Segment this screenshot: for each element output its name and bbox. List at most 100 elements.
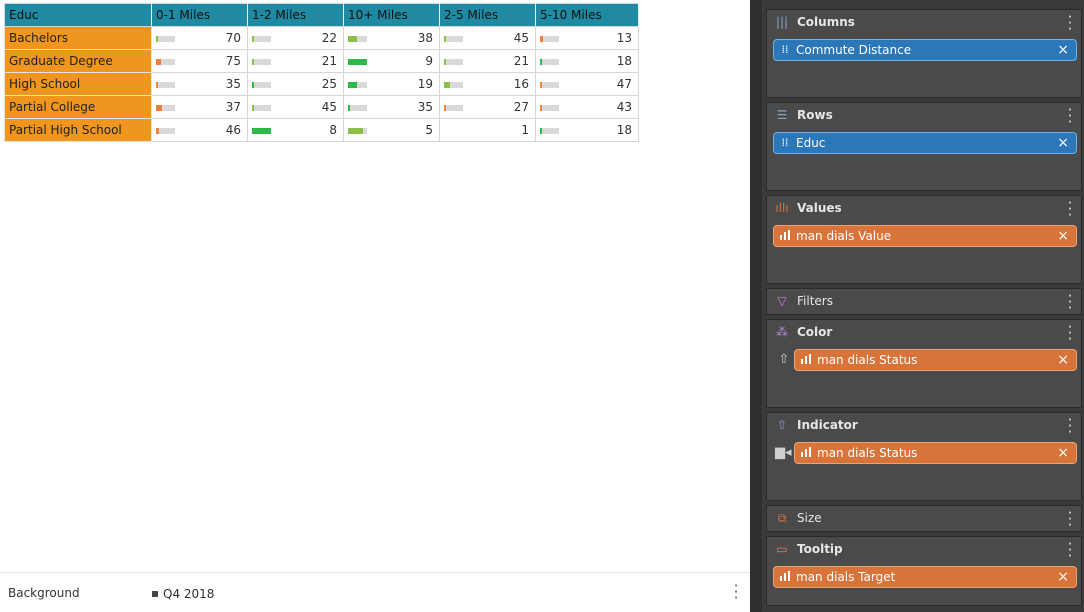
bullet-bar [252,105,271,111]
sort-arrow-icon[interactable]: ⇧ [778,352,790,367]
filters-menu-icon[interactable]: · · · [1067,287,1073,317]
rows-menu-icon[interactable]: · · · [1067,101,1073,131]
column-header[interactable]: 10+ Miles [343,3,440,27]
table-cell[interactable]: 16 [439,72,536,96]
table-cell[interactable]: 18 [535,49,639,73]
bullet-bar [348,59,367,65]
bullet-bar [540,36,559,42]
rows-pill-label: Educ [796,136,826,150]
row-header[interactable]: Bachelors [4,26,152,50]
remove-icon[interactable]: × [1057,228,1069,244]
values-menu-icon[interactable]: · · · [1067,194,1073,224]
table-cell[interactable]: 22 [247,26,344,50]
remove-icon[interactable]: × [1057,42,1069,58]
table-row: Partial College 37 45 35 27 43 [4,95,639,119]
columns-menu-icon[interactable]: · · · [1067,8,1073,38]
bullet-bar-fill [156,82,158,88]
bullet-bar-fill [348,82,357,88]
bullet-bar-fill [348,36,357,42]
table-cell[interactable]: 47 [535,72,639,96]
table-cell[interactable]: 35 [343,95,440,119]
row-header[interactable]: Partial College [4,95,152,119]
cell-value: 47 [616,77,632,91]
table-cell[interactable]: 19 [343,72,440,96]
bullet-bar [444,59,463,65]
bullet-bar-fill [444,59,446,65]
table-cell[interactable]: 8 [247,118,344,142]
indicator-type-icon[interactable]: ▆◂ [775,445,792,460]
cell-value: 19 [417,77,433,91]
values-pill[interactable]: man dials Value × [773,225,1077,247]
cell-value: 18 [616,54,632,68]
table-cell[interactable]: 13 [535,26,639,50]
table-row: Graduate Degree 75 21 9 21 18 [4,49,639,73]
row-header[interactable]: Partial High School [4,118,152,142]
table-cell[interactable]: 25 [247,72,344,96]
panel-divider[interactable] [750,0,762,612]
cell-value: 21 [321,54,337,68]
bullet-bar-fill [444,82,450,88]
table-cell[interactable]: 70 [151,26,248,50]
remove-icon[interactable]: × [1057,569,1069,585]
table-cell[interactable]: 45 [439,26,536,50]
tooltip-menu-icon[interactable]: · · · [1067,535,1073,565]
corner-header[interactable]: Educ [4,3,152,27]
cell-value: 21 [513,54,529,68]
column-header[interactable]: 0-1 Miles [151,3,248,27]
cell-value: 46 [225,123,241,137]
column-header[interactable]: 2-5 Miles [439,3,536,27]
more-options-icon[interactable]: · · · [733,576,739,607]
table-cell[interactable]: 45 [247,95,344,119]
drag-handle-icon[interactable]: ⁞⁞ [781,43,789,56]
indicator-pill[interactable]: man dials Status × [794,442,1077,464]
bullet-bar-fill [252,128,271,134]
table-cell[interactable]: 38 [343,26,440,50]
table-cell[interactable]: 35 [151,72,248,96]
table-row: High School 35 25 19 16 47 [4,72,639,96]
indicator-menu-icon[interactable]: · · · [1067,411,1073,441]
size-menu-icon[interactable]: · · · [1067,504,1073,534]
table-cell[interactable]: 21 [247,49,344,73]
color-menu-icon[interactable]: · · · [1067,318,1073,348]
remove-icon[interactable]: × [1057,352,1069,368]
cell-value: 18 [616,123,632,137]
table-cell[interactable]: 9 [343,49,440,73]
column-header[interactable]: 5-10 Miles [535,3,639,27]
cell-value: 43 [616,100,632,114]
table-cell[interactable]: 5 [343,118,440,142]
remove-icon[interactable]: × [1057,445,1069,461]
drag-handle-icon[interactable]: ⁞⁞ [781,136,789,149]
columns-pill[interactable]: ⁞⁞ Commute Distance × [773,39,1077,61]
footer-label: Background [8,586,80,600]
color-title: Color [797,325,833,339]
columns-icon: ||| [775,15,789,29]
table-cell[interactable]: 75 [151,49,248,73]
table-cell[interactable]: 43 [535,95,639,119]
indicator-title: Indicator [797,418,858,432]
color-pill[interactable]: man dials Status × [794,349,1077,371]
rows-pill[interactable]: ⁞⁞ Educ × [773,132,1077,154]
bullet-bar [252,36,271,42]
table-cell[interactable]: 21 [439,49,536,73]
tooltip-pill[interactable]: man dials Target × [773,566,1077,588]
remove-icon[interactable]: × [1057,135,1069,151]
bullet-bar [540,128,559,134]
rows-well: ☰ Rows · · · ⁞⁞ Educ × [766,102,1082,191]
table-cell[interactable]: 1 [439,118,536,142]
measure-icon [779,230,791,242]
table-cell[interactable]: 37 [151,95,248,119]
table-cell[interactable]: 27 [439,95,536,119]
bullet-bar [252,128,271,134]
bullet-bar-fill [156,36,158,42]
column-header[interactable]: 1-2 Miles [247,3,344,27]
bullet-bar-fill [252,105,254,111]
row-header[interactable]: Graduate Degree [4,49,152,73]
table-cell[interactable]: 46 [151,118,248,142]
size-title: Size [797,511,822,525]
color-well: ⁂ Color · · · ⇧ man dials Status × [766,319,1082,408]
footer-value[interactable]: Q4 2018 [163,587,215,601]
row-header[interactable]: High School [4,72,152,96]
table-cell[interactable]: 18 [535,118,639,142]
color-pill-label: man dials Status [817,353,918,367]
bullet-bar-fill [252,82,254,88]
